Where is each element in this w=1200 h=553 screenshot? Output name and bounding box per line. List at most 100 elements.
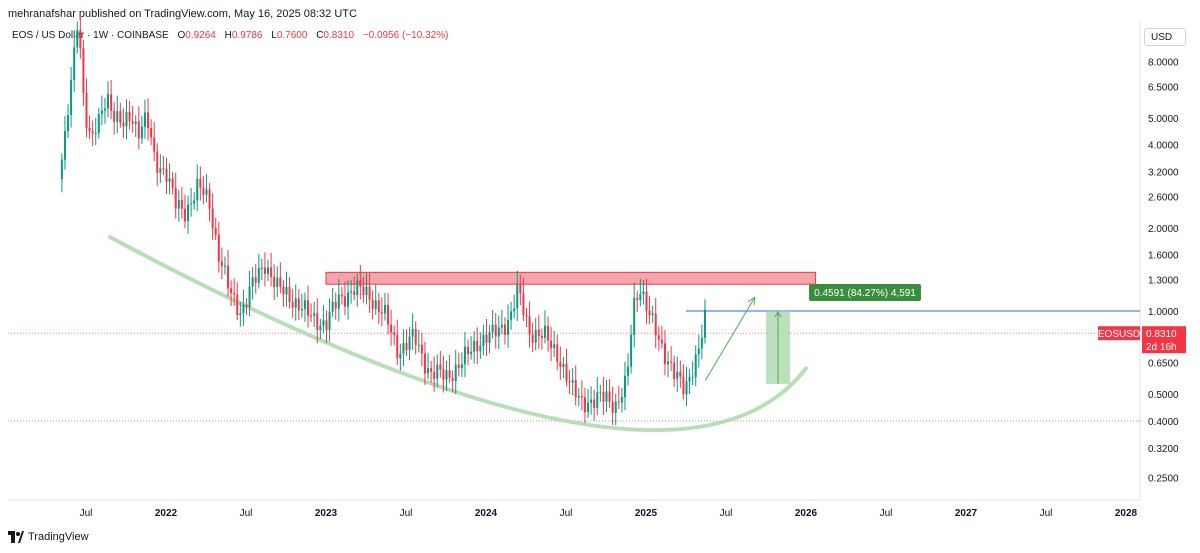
candle-body [670, 361, 673, 363]
candle-body [448, 370, 451, 378]
candle-body [208, 189, 211, 209]
candle-body [159, 168, 162, 173]
candle-body [248, 286, 251, 307]
candle-body [608, 391, 611, 402]
candle-body [91, 131, 94, 134]
y-tick-label: 0.3200 [1148, 444, 1179, 455]
candle-body [623, 375, 626, 397]
candle-body [97, 114, 100, 134]
candle-body [110, 94, 113, 111]
candle-body [147, 112, 150, 128]
candle-body [617, 401, 620, 403]
open-value: 0.9264 [185, 30, 216, 41]
candle-body [630, 334, 633, 367]
candle-body [190, 203, 193, 205]
candle-body [636, 297, 639, 301]
candle-body [307, 300, 310, 316]
candle-body [230, 288, 233, 294]
candle-body [602, 391, 605, 402]
price-tag-countdown: 2d 16h [1146, 342, 1177, 353]
candle-body [556, 344, 559, 362]
candle-body [214, 228, 217, 235]
candle-body [519, 284, 522, 294]
candle-body [442, 369, 445, 380]
open-label: O [177, 30, 186, 41]
x-tick-label: Jul [880, 508, 893, 519]
candle-body [140, 126, 143, 139]
candle-body [565, 363, 568, 382]
candle-body [473, 340, 476, 352]
candle-body [590, 399, 593, 403]
y-tick-label: 2.6000 [1148, 192, 1179, 203]
candle-body [356, 280, 359, 296]
candle-body [294, 298, 297, 308]
candle-body [611, 401, 614, 413]
candle-body [482, 334, 485, 346]
x-tick-label: 2025 [635, 508, 658, 519]
candle-body [540, 336, 543, 338]
candle-body [371, 299, 374, 309]
x-tick-label: 2022 [155, 508, 178, 519]
candle-body [531, 334, 534, 343]
candle-body [562, 363, 565, 367]
candle-body [100, 110, 103, 115]
candle-body [645, 291, 648, 311]
candle-body [427, 368, 430, 374]
candle-body [550, 340, 553, 349]
candle-body [583, 397, 586, 413]
target-label-text: 0.4591 (84.27%) 4,591 [814, 288, 916, 299]
candle-body [297, 298, 300, 311]
high-value: 0.9786 [231, 30, 263, 41]
candle-body [580, 395, 583, 398]
candle-body [571, 380, 574, 383]
candle-body [156, 151, 159, 173]
candle-body [316, 313, 319, 331]
symbol-legend: EOS / US Dollar · 1W · COINBASE O0.9264 … [12, 30, 448, 41]
footer-brand-label: TradingView [28, 531, 89, 543]
candle-body [205, 189, 208, 195]
candle-body [220, 261, 223, 267]
candle-body [596, 392, 599, 408]
candle-body [417, 344, 420, 346]
candle-body [337, 294, 340, 309]
target-range-arrowhead [774, 311, 782, 318]
high-label: H [224, 30, 232, 41]
candle-body [516, 284, 519, 309]
candle-body [383, 305, 386, 314]
candle-body [463, 346, 466, 365]
y-tick-label: 1.6000 [1148, 251, 1179, 262]
candle-body [103, 108, 106, 111]
candle-body [537, 329, 540, 337]
candle-body [236, 294, 239, 316]
candle-body [143, 112, 146, 127]
candle-body [325, 320, 328, 330]
candle-body [467, 346, 470, 355]
x-tick-label: 2024 [475, 508, 498, 519]
candle-body [454, 364, 457, 382]
candle-body [430, 368, 433, 372]
x-tick-label: 2026 [795, 508, 818, 519]
candle-body [113, 110, 116, 122]
candle-body [648, 310, 651, 316]
currency-button[interactable]: USD [1144, 28, 1186, 46]
candle-body [627, 366, 630, 376]
candle-body [408, 336, 411, 350]
candle-body [291, 301, 294, 308]
candle-body [63, 131, 66, 160]
candle-body [88, 128, 91, 132]
candle-body [319, 325, 322, 331]
symbol-title[interactable]: EOS / US Dollar · 1W · COINBASE [12, 30, 169, 41]
candle-body [494, 324, 497, 337]
x-tick-label: 2028 [1115, 508, 1138, 519]
low-label: L [271, 30, 277, 41]
candle-body [599, 391, 602, 393]
candle-body [660, 339, 663, 344]
x-tick-label: Jul [720, 508, 733, 519]
candle-body [245, 304, 248, 307]
y-tick-label: 3.2000 [1148, 167, 1179, 178]
candle-body [165, 168, 168, 182]
candle-body [328, 311, 331, 330]
candle-body [73, 47, 76, 80]
candle-body [414, 328, 417, 345]
